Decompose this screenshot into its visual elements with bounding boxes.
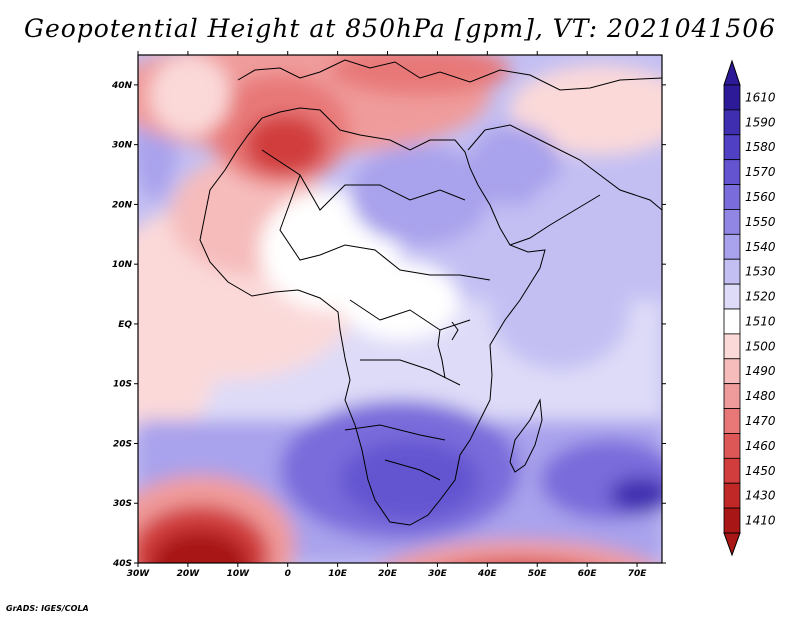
y-tick-label: 40S <box>112 559 132 569</box>
colorbar-label: 1450 <box>745 464 776 478</box>
colorbar-label: 1430 <box>745 489 776 503</box>
colorbar-swatch <box>723 408 741 434</box>
y-tick-label: 30S <box>113 499 132 509</box>
x-tick-label: 60E <box>578 569 598 579</box>
coastlines <box>199 59 662 526</box>
colorbar-label: 1560 <box>745 190 776 204</box>
colorbar-label: 1580 <box>745 140 776 154</box>
x-tick-label: 10E <box>328 569 348 579</box>
x-tick-label: 20E <box>378 569 398 579</box>
x-tick-label: 50E <box>528 569 548 579</box>
y-tick-label: 10S <box>113 380 132 390</box>
colorbar-label: 1490 <box>745 364 776 378</box>
colorbar-label: 1510 <box>745 314 776 328</box>
colorbar-swatch <box>723 283 741 310</box>
colorbar-swatch <box>723 134 741 161</box>
colorbar-bottom-arrow <box>723 532 741 557</box>
colorbar-swatch <box>723 507 741 534</box>
colorbar-swatch <box>723 84 741 111</box>
borders <box>261 149 491 481</box>
y-tick-label: EQ <box>118 320 132 330</box>
colorbar: 1610 1590 1580 1570 1560 1550 1540 1530 1520 1510… <box>723 59 776 557</box>
colorbar-swatch <box>723 358 741 385</box>
colorbar-swatch <box>723 457 741 484</box>
colorbar-label: 1470 <box>745 414 776 428</box>
y-tick-label: 10N <box>112 260 133 270</box>
colorbar-label: 1480 <box>745 389 776 403</box>
colorbar-label: 1520 <box>745 290 776 304</box>
arabia-outline <box>467 124 662 246</box>
colorbar-label: 1570 <box>745 165 776 179</box>
y-tick-label: 30N <box>112 141 133 151</box>
colorbar-swatch <box>723 159 741 185</box>
madagascar-outline <box>509 398 543 473</box>
colorbar-label: 1410 <box>745 514 776 528</box>
height-field <box>138 55 662 563</box>
x-tick-label: 70E <box>628 569 648 579</box>
colorbar-swatch <box>723 383 741 409</box>
plot-frame <box>137 54 663 564</box>
colorbar-label: 1550 <box>745 215 776 229</box>
colorbar-swatch <box>723 109 741 136</box>
colorbar-swatch <box>723 482 741 509</box>
colorbar-label: 1530 <box>745 265 776 279</box>
colorbar-label: 1500 <box>745 339 776 353</box>
x-tick-label: 40E <box>477 569 498 579</box>
chart-title: Geopotential Height at 850hPa [gpm], VT:… <box>23 14 777 43</box>
x-tick-label: 30E <box>428 569 448 579</box>
colorbar-swatch <box>723 433 741 459</box>
x-tick-label: 0 <box>285 569 291 579</box>
colorbar-label: 1460 <box>745 439 776 453</box>
lakes <box>437 321 459 379</box>
grads-credit: GrADS: IGES/COLA <box>6 604 89 613</box>
colorbar-top-arrow <box>723 59 741 86</box>
x-tick-label: 30W <box>127 569 151 579</box>
colorbar-swatch <box>723 184 741 210</box>
colorbar-label: 1540 <box>745 240 776 254</box>
x-tick-label: 20W <box>177 569 201 579</box>
africa-outline <box>199 107 546 526</box>
colorbar-swatch <box>723 258 741 285</box>
axis-ticks: 30W 20W 10W 0 10E 20E 30E 40E 50E 60E 70E 40N 30N 20N… <box>111 51 666 579</box>
colorbar-swatch <box>723 308 741 335</box>
y-tick-label: 20N <box>112 200 133 210</box>
colorbar-swatch <box>723 209 741 235</box>
colorbar-label: 1610 <box>745 90 776 104</box>
colorbar-swatch <box>723 333 741 360</box>
colorbar-label: 1590 <box>745 115 776 129</box>
x-tick-label: 10W <box>227 569 251 579</box>
y-tick-label: 20S <box>113 439 132 449</box>
y-tick-label: 40N <box>111 81 133 91</box>
europe-coast <box>237 59 662 91</box>
colorbar-swatch <box>723 233 741 260</box>
